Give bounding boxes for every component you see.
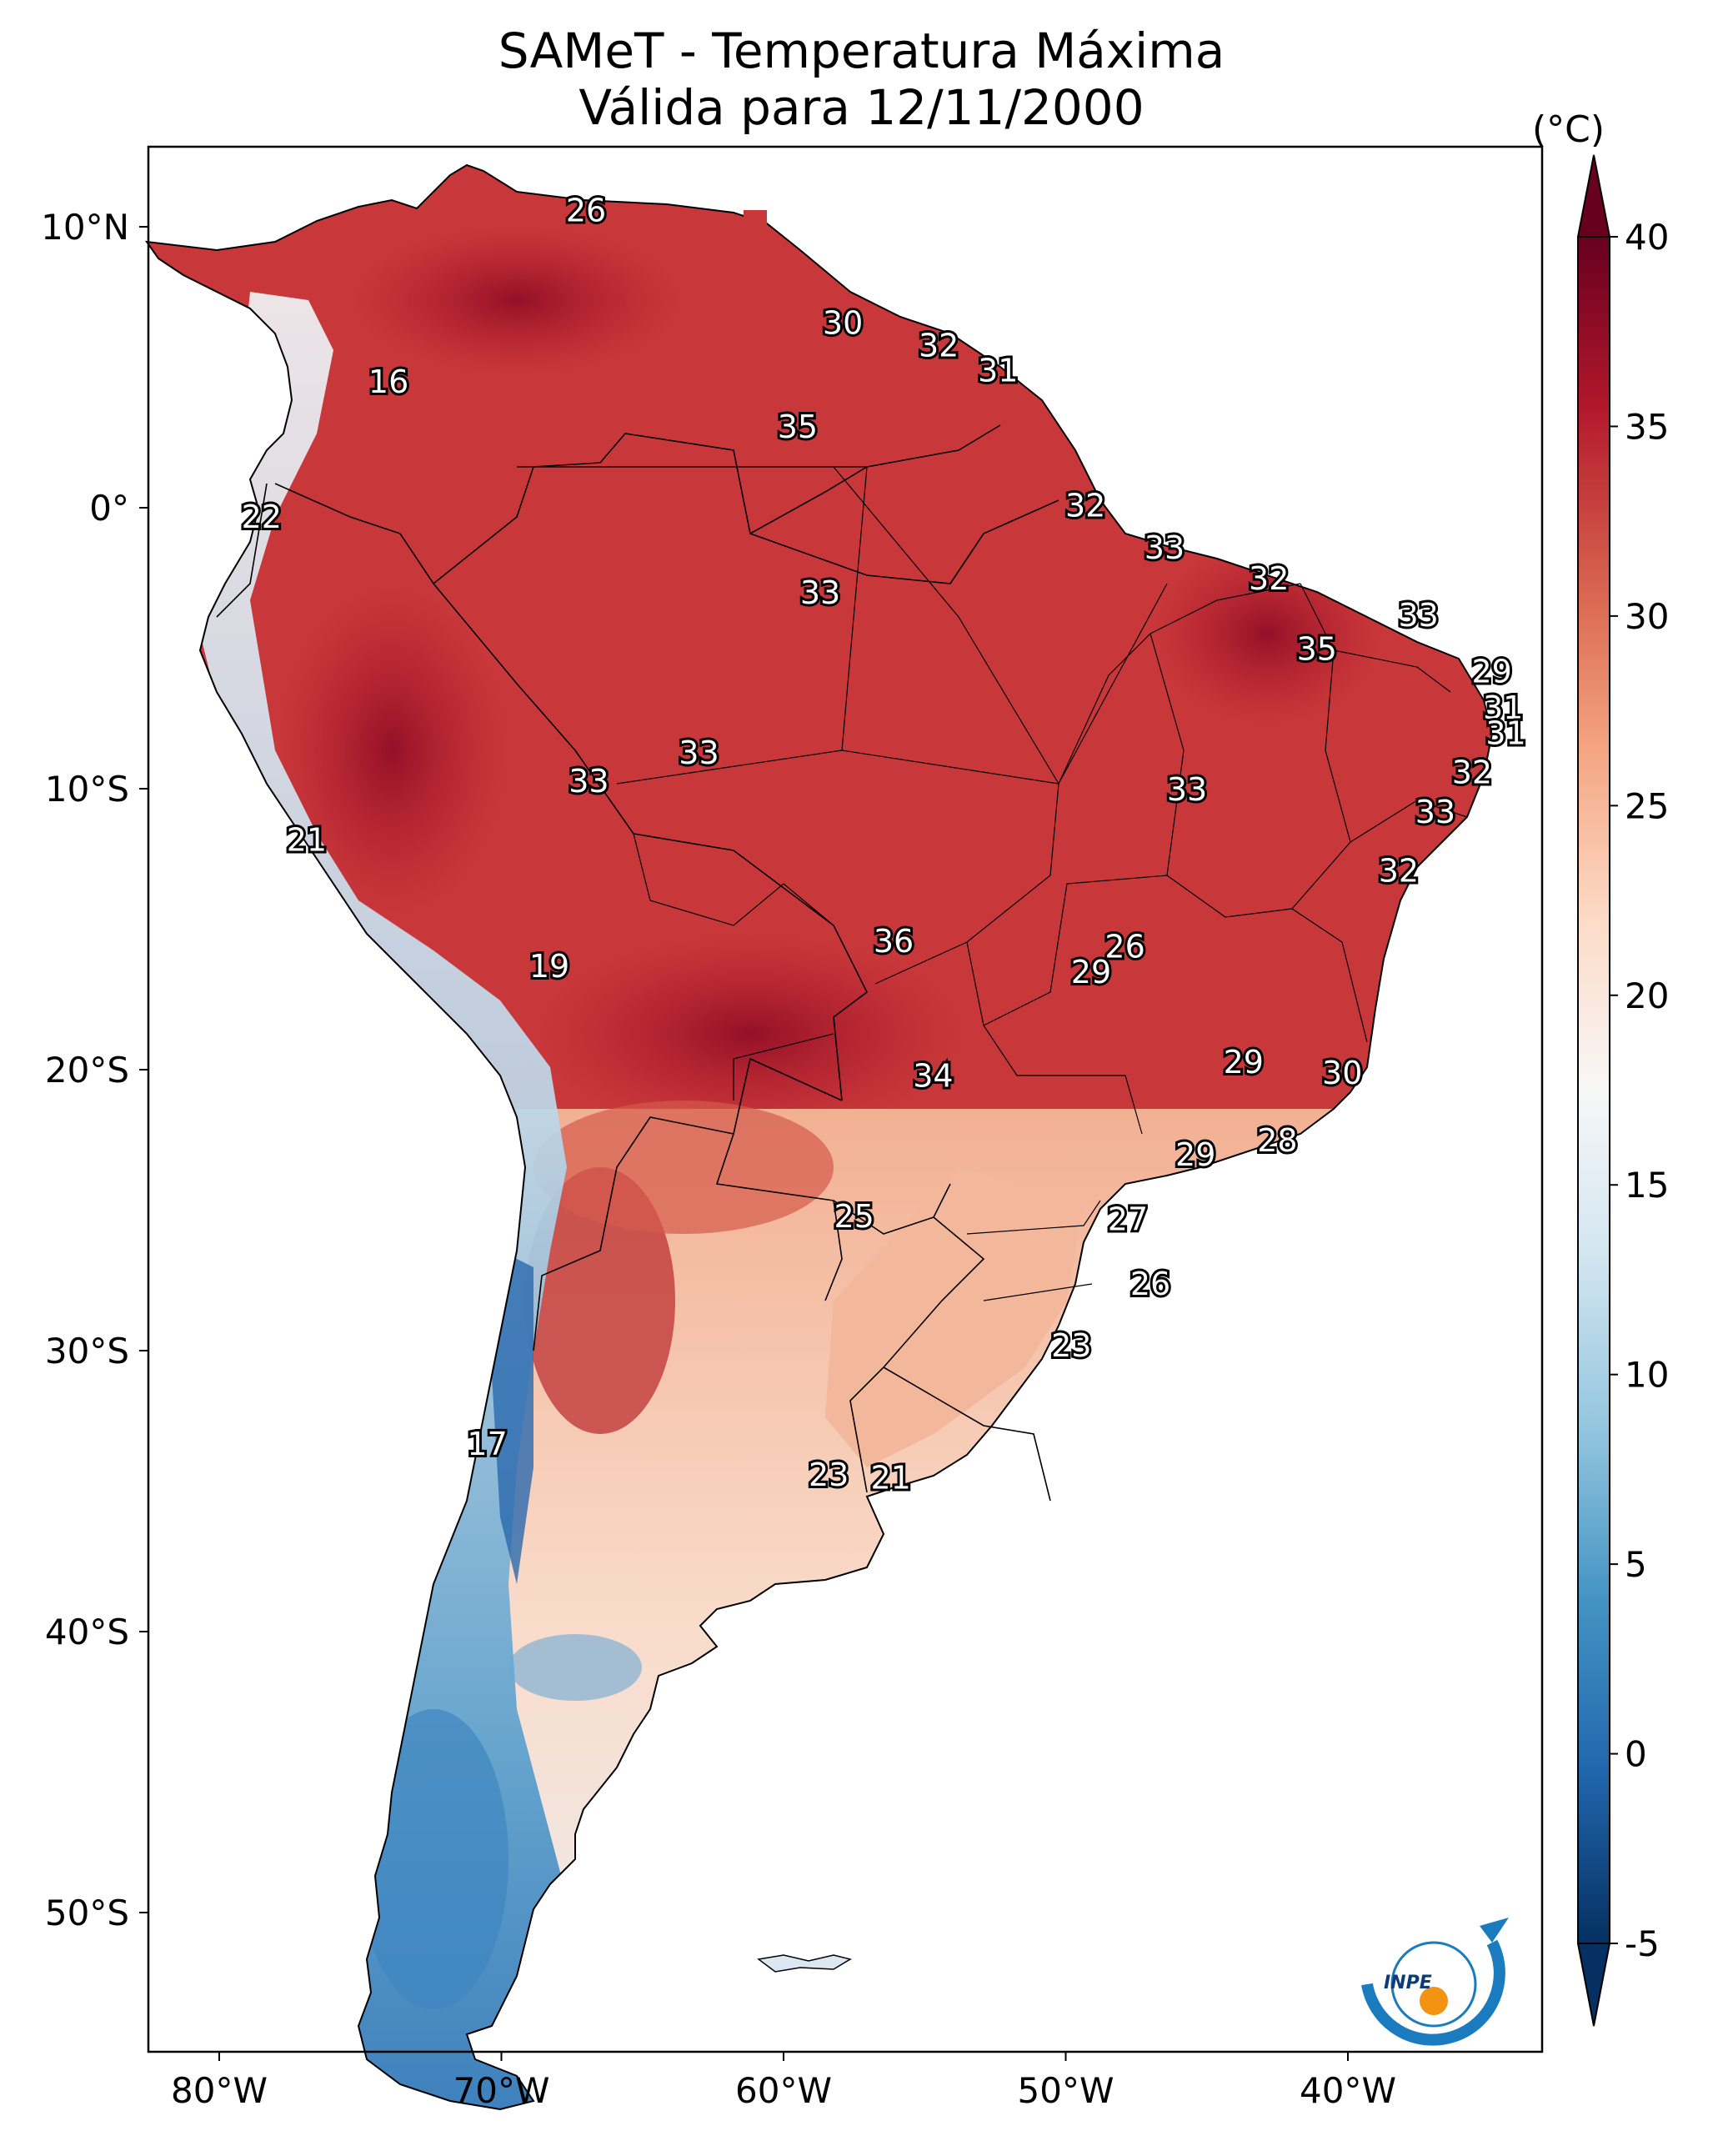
contour-label: 33 (800, 574, 840, 611)
colorbar-tick-label: -5 (1625, 1923, 1660, 1964)
contour-label: 19 (529, 948, 569, 985)
contour-label: 22 (242, 499, 282, 535)
colorbar-min-arrow (1576, 1943, 1611, 2027)
colorbar-tick-label: 20 (1625, 975, 1669, 1016)
logo-text: INPE (1384, 1973, 1432, 1993)
map-frame (147, 145, 1544, 2053)
contour-label: 29 (1071, 954, 1111, 990)
contour-label: 35 (778, 409, 818, 445)
contour-label: 21 (870, 1460, 910, 1497)
contour-label: 30 (1322, 1055, 1362, 1091)
colorbar-tick-label: 30 (1625, 596, 1669, 637)
contour-label: 31 (978, 353, 1018, 389)
contour-label: 32 (1249, 560, 1289, 597)
inpe-logo: INPE (1361, 1918, 1509, 2046)
contour-label: 33 (568, 763, 609, 800)
colorbar-max-arrow (1576, 154, 1611, 238)
contour-label: 29 (1224, 1044, 1264, 1081)
contour-label: 26 (566, 193, 606, 229)
colorbar-tick-label: 35 (1625, 406, 1669, 447)
map-subtitle: Válida para 12/11/2000 (579, 79, 1144, 136)
colorbar-tick-label: 10 (1625, 1355, 1669, 1396)
state-borders (517, 466, 1468, 1301)
colorbar-unit: (°C) (1532, 108, 1605, 151)
contour-label: 32 (1452, 755, 1492, 791)
logo-arrow-icon (1480, 1918, 1509, 1943)
trinidad-island (744, 210, 767, 227)
contour-label: 29 (1175, 1136, 1215, 1173)
lon-tick-label: 40°W (1300, 2070, 1396, 2111)
contour-label: 25 (834, 1198, 874, 1235)
contour-label: 27 (1108, 1201, 1148, 1237)
colorbar: 40 35 30 25 20 15 10 5 0 -5 (1576, 154, 1669, 2027)
contour-label: 33 (1415, 794, 1455, 830)
lat-tick-label: 10°S (45, 769, 129, 810)
contour-label: 26 (1104, 929, 1144, 965)
contour-label: 33 (679, 735, 719, 771)
lat-tick-label: 30°S (45, 1331, 129, 1371)
colorbar-tick-label: 15 (1625, 1165, 1669, 1206)
contour-label: 23 (809, 1457, 849, 1493)
logo-arc-icon (1361, 1939, 1505, 2046)
colorbar-tick-label: 40 (1625, 217, 1669, 258)
contour-label: 29 (1471, 653, 1511, 689)
contour-label: 28 (1257, 1122, 1297, 1159)
contour-label: 16 (368, 364, 408, 400)
contour-label: 33 (1144, 529, 1185, 566)
colorbar-tick-label: 0 (1625, 1734, 1647, 1775)
latitude-axis: 10°N 0° 10°S 20°S 30°S 40°S 50°S (41, 207, 148, 1933)
lat-tick-label: 40°S (45, 1612, 129, 1652)
lon-tick-label: 60°W (735, 2070, 832, 2111)
colorbar-tick-label: 5 (1625, 1544, 1647, 1585)
contour-label: 32 (919, 327, 959, 364)
map-title: SAMeT - Temperatura Máxima (498, 23, 1225, 79)
lat-tick-label: 10°N (41, 207, 129, 248)
falklands-islands (757, 1954, 852, 1973)
lat-tick-label: 50°S (45, 1893, 129, 1933)
contour-label: 30 (823, 304, 863, 341)
contour-label: 26 (1130, 1266, 1170, 1302)
contour-label: 34 (913, 1058, 953, 1095)
lat-tick-label: 0° (89, 488, 129, 529)
colorbar-tick-label: 25 (1625, 785, 1669, 826)
contour-label: 36 (874, 923, 914, 960)
contour-label: 32 (1379, 853, 1419, 890)
longitude-axis: 80°W 70°W 60°W 50°W 40°W (171, 2052, 1396, 2111)
lat-tick-label: 20°S (45, 1050, 129, 1091)
colorbar-gradient (1577, 236, 1610, 1944)
contour-label: 31 (1485, 714, 1525, 751)
contour-label: 21 (287, 822, 327, 859)
lon-tick-label: 50°W (1018, 2070, 1114, 2111)
contour-label: 32 (1065, 488, 1105, 524)
contour-label: 17 (467, 1426, 507, 1462)
contour-label: 23 (1051, 1327, 1091, 1364)
country-borders (216, 424, 1059, 1502)
contour-label: 35 (1297, 630, 1337, 667)
logo-orbit-icon (1390, 1941, 1477, 2028)
lon-tick-label: 80°W (171, 2070, 268, 2111)
contour-label: 31 (1483, 689, 1523, 726)
logo-sun-icon (1420, 1987, 1448, 2015)
contour-label: 33 (1167, 771, 1207, 808)
lon-tick-label: 70°W (453, 2070, 550, 2111)
contour-label: 33 (1398, 597, 1438, 634)
